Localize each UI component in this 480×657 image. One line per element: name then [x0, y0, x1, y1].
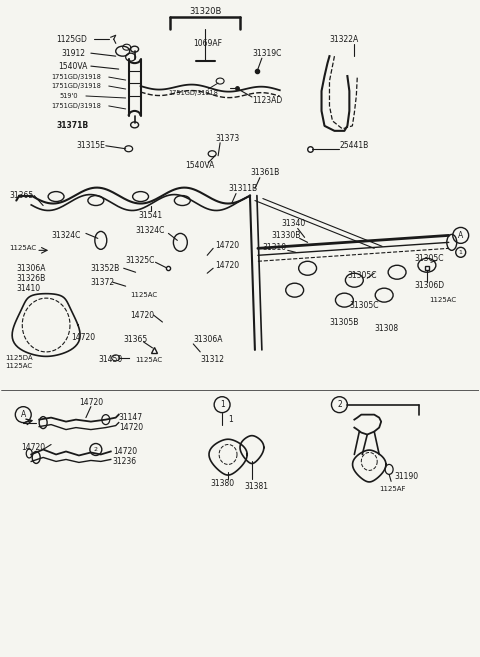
- Text: 14720: 14720: [79, 398, 103, 407]
- Text: 14720: 14720: [113, 447, 137, 456]
- Text: 31361B: 31361B: [250, 168, 279, 177]
- Text: 31147: 31147: [119, 413, 143, 422]
- Text: 1540VA: 1540VA: [58, 62, 87, 70]
- Text: 31305C: 31305C: [348, 271, 377, 280]
- Text: 31326B: 31326B: [16, 274, 46, 283]
- Text: 1751GD/31918: 1751GD/31918: [168, 90, 218, 96]
- Text: A: A: [21, 410, 26, 419]
- Text: 31380: 31380: [210, 479, 234, 488]
- Text: 14720: 14720: [215, 241, 239, 250]
- Text: 14720: 14720: [71, 334, 95, 342]
- Text: 1751GD/31918: 1751GD/31918: [51, 74, 101, 80]
- Text: 31330B: 31330B: [272, 231, 301, 240]
- Text: 31315E: 31315E: [76, 141, 105, 150]
- Text: 1: 1: [459, 250, 463, 255]
- Text: 1125DA: 1125DA: [5, 355, 33, 361]
- Text: 1125AC: 1125AC: [136, 357, 163, 363]
- Text: 31352B: 31352B: [91, 263, 120, 273]
- Text: 31319C: 31319C: [252, 49, 281, 58]
- Text: 31320B: 31320B: [189, 7, 221, 16]
- Text: 1125AC: 1125AC: [9, 245, 36, 252]
- Text: 31308: 31308: [374, 323, 398, 332]
- Text: 1125AC: 1125AC: [429, 297, 456, 303]
- Text: 31365: 31365: [9, 191, 34, 200]
- Text: 31322A: 31322A: [329, 35, 359, 44]
- Text: A: A: [458, 231, 463, 240]
- Text: 31450: 31450: [99, 355, 123, 365]
- Text: 31324C: 31324C: [51, 231, 81, 240]
- Text: 1540VA: 1540VA: [185, 161, 215, 170]
- Text: 14720: 14720: [131, 311, 155, 319]
- Text: 31365: 31365: [124, 336, 148, 344]
- Text: 31373: 31373: [215, 134, 240, 143]
- Text: 31324C: 31324C: [136, 226, 165, 235]
- Text: 31325C: 31325C: [126, 256, 155, 265]
- Text: 2: 2: [337, 400, 342, 409]
- Text: 31371B: 31371B: [56, 122, 88, 130]
- Text: 31541: 31541: [138, 211, 163, 220]
- Text: 31305C: 31305C: [349, 301, 379, 309]
- Text: 31236: 31236: [113, 457, 137, 466]
- Text: 31305C: 31305C: [414, 254, 444, 263]
- Text: 31372: 31372: [91, 278, 115, 286]
- Text: 1: 1: [228, 415, 233, 424]
- Text: 31306D: 31306D: [414, 281, 444, 290]
- Text: 1751GD/31918: 1751GD/31918: [51, 83, 101, 89]
- Text: 1125GD: 1125GD: [56, 35, 87, 44]
- Text: 31912: 31912: [61, 49, 85, 58]
- Text: 31310: 31310: [263, 243, 287, 252]
- Text: 14720: 14720: [119, 423, 143, 432]
- Text: 31306A: 31306A: [16, 263, 46, 273]
- Text: 1125AC: 1125AC: [5, 363, 33, 369]
- Text: 1069AF: 1069AF: [193, 39, 222, 48]
- Text: 14720: 14720: [215, 261, 239, 270]
- Text: 31305B: 31305B: [329, 317, 359, 327]
- Text: 31312: 31312: [200, 355, 224, 365]
- Text: 519'0: 519'0: [59, 93, 78, 99]
- Text: 1751GD/31918: 1751GD/31918: [51, 103, 101, 109]
- Text: 31306A: 31306A: [193, 336, 223, 344]
- Text: 1125AC: 1125AC: [131, 292, 158, 298]
- Text: 31190: 31190: [394, 472, 418, 481]
- Text: 31381: 31381: [244, 482, 268, 491]
- Text: 14720: 14720: [21, 443, 46, 452]
- Text: 31410: 31410: [16, 284, 40, 292]
- Text: 25441B: 25441B: [339, 141, 369, 150]
- Text: 1123AD: 1123AD: [252, 97, 282, 106]
- Text: 2: 2: [94, 447, 98, 452]
- Text: 31340: 31340: [282, 219, 306, 228]
- Text: 1: 1: [220, 400, 225, 409]
- Text: 31311B: 31311B: [228, 184, 257, 193]
- Text: 1125AF: 1125AF: [379, 486, 406, 492]
